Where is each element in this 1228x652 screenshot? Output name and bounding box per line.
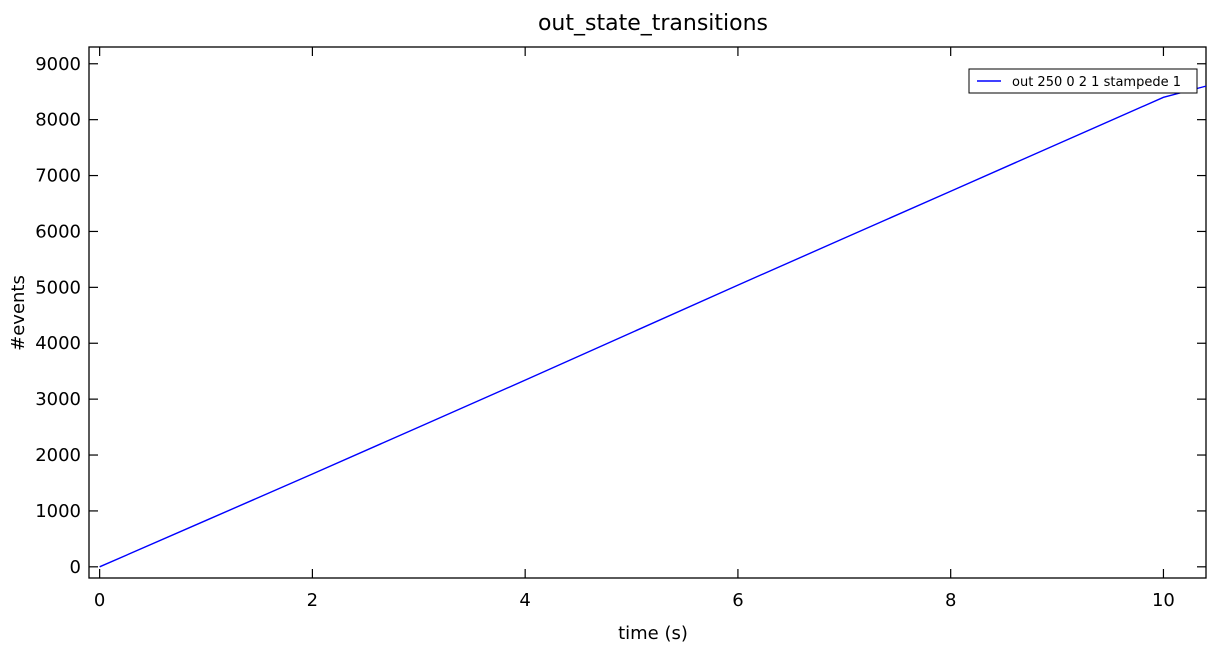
y-tick-label: 6000 xyxy=(35,221,81,242)
series-line xyxy=(99,85,1207,568)
x-tick-label: 6 xyxy=(732,590,743,611)
chart-title: out_state_transitions xyxy=(538,11,768,36)
y-tick-label: 1000 xyxy=(35,501,81,522)
y-tick-label: 8000 xyxy=(35,110,81,131)
y-tick-label: 9000 xyxy=(35,54,81,75)
y-axis: 0 1000 2000 3000 4000 5000 6000 7000 8000 9000 xyxy=(35,54,1206,578)
y-tick-label: 3000 xyxy=(35,389,81,410)
y-axis-label: #events xyxy=(8,275,29,351)
y-tick-label: 4000 xyxy=(35,333,81,354)
legend: out 250 0 2 1 stampede 1 xyxy=(968,68,1198,94)
x-tick-label: 10 xyxy=(1152,590,1175,611)
x-axis-label: time (s) xyxy=(618,623,688,644)
x-tick-label: 8 xyxy=(945,590,956,611)
y-tick-label: 0 xyxy=(70,557,81,578)
x-axis: 0 2 4 6 8 10 xyxy=(94,47,1175,611)
y-tick-label: 7000 xyxy=(35,166,81,187)
x-tick-label: 2 xyxy=(307,590,318,611)
series-layer xyxy=(99,85,1207,568)
y-tick-label: 5000 xyxy=(35,277,81,298)
x-tick-label: 4 xyxy=(519,590,530,611)
x-tick-label: 0 xyxy=(94,590,105,611)
legend-box xyxy=(968,68,1198,94)
y-tick-label: 2000 xyxy=(35,445,81,466)
legend-label: out 250 0 2 1 stampede 1 xyxy=(1012,75,1181,90)
plot-area xyxy=(88,46,1207,579)
